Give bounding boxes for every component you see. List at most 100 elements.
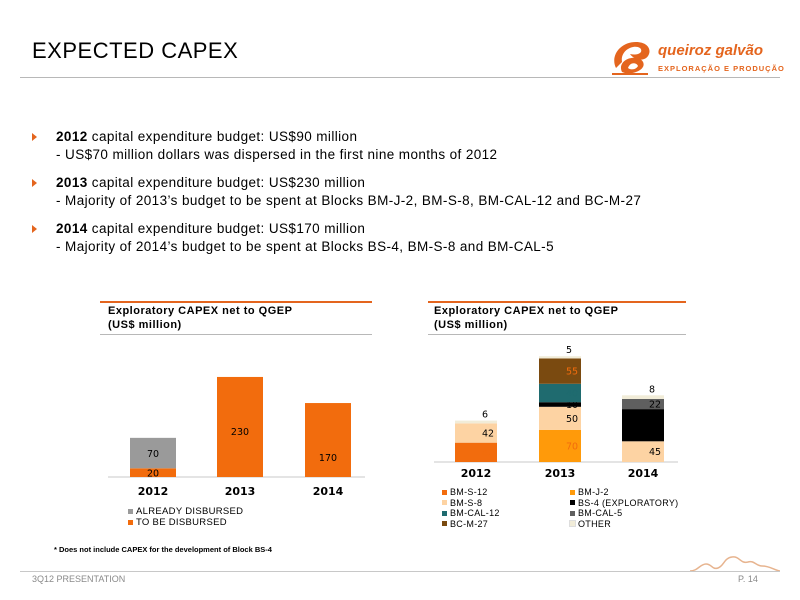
bullet-arrow-icon	[32, 133, 37, 141]
x-tick-label: 2012	[138, 485, 169, 498]
chart1-title: Exploratory CAPEX net to QGEP (US$ milli…	[108, 304, 292, 332]
legend-item: BM-J-2	[570, 487, 698, 498]
legend-item: BS-4 (EXPLORATORY)	[570, 498, 698, 509]
queiroz-galvao-logo-icon	[612, 42, 650, 75]
company-logo: queiroz galvão EXPLORAÇÃO E PRODUÇÃO	[608, 38, 784, 84]
x-tick-label: 2013	[545, 467, 576, 480]
legend-item: BM-CAL-5	[570, 508, 698, 519]
legend-label: BM-J-2	[578, 487, 609, 497]
legend-swatch	[442, 489, 447, 495]
legend-item: BC-M-27	[442, 519, 570, 530]
legend-swatch	[442, 521, 447, 527]
bullet-year: 2013	[56, 175, 88, 190]
chart1-title-line2: (US$ million)	[108, 319, 182, 331]
chart2-title-line2: (US$ million)	[434, 319, 508, 331]
chart2-title: Exploratory CAPEX net to QGEP (US$ milli…	[434, 304, 618, 332]
legend-swatch	[442, 500, 447, 506]
legend-item: BM-S-8	[442, 498, 570, 509]
legend-item: ALREADY DISBURSED	[128, 506, 243, 517]
legend-swatch	[570, 510, 575, 516]
segment-data-label: 5	[566, 345, 572, 356]
title-divider	[20, 77, 780, 78]
bullet-sub-text: - Majority of 2014’s budget to be spent …	[56, 239, 554, 254]
bar-segment-bm-cal-5-2014	[622, 398, 664, 410]
bar-segment-bs-4-exploratory--2013	[539, 402, 581, 407]
capex-chart-1: 2012 2013 2014 20 70 230 170	[108, 376, 365, 498]
chart1-legend: ALREADY DISBURSED TO BE DISBURSED	[128, 506, 243, 528]
legend-label: TO BE DISBURSED	[136, 517, 227, 528]
bar-to-be-disbursed-2014	[305, 403, 351, 477]
segment-data-label: 8	[649, 384, 655, 395]
bar-data-label: 170	[319, 453, 337, 464]
bullet-year: 2014	[56, 221, 88, 236]
legend-label: BM-S-12	[450, 487, 488, 497]
footer-wave-icon	[690, 556, 780, 572]
chart2-legend: BM-S-12 BM-J-2 BM-S-8 BS-4 (EXPLORATORY)…	[442, 487, 702, 529]
chart1-title-line1: Exploratory CAPEX net to QGEP	[108, 305, 293, 317]
legend-item: TO BE DISBURSED	[128, 517, 243, 528]
segment-data-label: 42	[482, 429, 494, 440]
bar-segment-bm-s-8-2014	[622, 441, 664, 462]
legend-label: BM-CAL-12	[450, 508, 500, 518]
bar-segment-bm-s-12-2012	[455, 442, 497, 462]
segment-data-label: 22	[649, 400, 661, 411]
segment-data-label: 70	[649, 421, 661, 432]
capex-bullet-list: 2012 capital expenditure budget: US$90 m…	[32, 128, 772, 266]
bar-data-label: 20	[147, 469, 159, 480]
bar-to-be-disbursed-2013	[217, 376, 263, 477]
x-tick-label: 2014	[628, 467, 659, 480]
bullet-2012: 2012 capital expenditure budget: US$90 m…	[32, 128, 772, 164]
chart2-bottom-rule	[428, 334, 686, 335]
segment-data-label: 40	[566, 389, 578, 400]
bar-data-label: 230	[231, 427, 249, 438]
legend-swatch	[570, 489, 575, 495]
chart2-title-line1: Exploratory CAPEX net to QGEP	[434, 305, 619, 317]
bullet-main-text: capital expenditure budget: US$90 millio…	[87, 129, 358, 144]
bullet-arrow-icon	[32, 179, 37, 187]
bullet-main-text: capital expenditure budget: US$170 milli…	[87, 221, 366, 236]
bullet-arrow-icon	[32, 225, 37, 233]
segment-data-label: 45	[649, 447, 661, 458]
legend-swatch	[570, 500, 575, 506]
bar-segment-bm-s-8-2013	[539, 406, 581, 430]
segment-data-label: 6	[482, 410, 488, 421]
legend-label: BM-CAL-5	[578, 508, 623, 518]
footer-divider	[20, 571, 780, 572]
chart1-bottom-rule	[100, 334, 372, 335]
legend-swatch	[569, 520, 576, 528]
x-tick-label: 2012	[461, 467, 492, 480]
bar-segment-bs-4-exploratory--2014	[622, 409, 664, 442]
segment-data-label: 50	[566, 414, 578, 425]
legend-label: BS-4 (EXPLORATORY)	[578, 497, 679, 508]
bullet-sub-text: - Majority of 2013’s budget to be spent …	[56, 193, 642, 208]
legend-label: OTHER	[578, 518, 611, 529]
legend-label: ALREADY DISBURSED	[136, 506, 244, 517]
bar-already-disbursed-2012	[130, 437, 176, 469]
bar-segment-bc-m-27-2013	[539, 358, 581, 384]
bullet-main-text: capital expenditure budget: US$230 milli…	[87, 175, 366, 190]
bullet-2013: 2013 capital expenditure budget: US$230 …	[32, 174, 772, 210]
bar-to-be-disbursed-2012	[130, 468, 176, 477]
logo-subtitle: EXPLORAÇÃO E PRODUÇÃO	[658, 64, 785, 73]
legend-item: OTHER	[569, 518, 698, 530]
chart1-top-rule	[100, 301, 372, 303]
chart2-top-rule	[428, 301, 686, 303]
logo-name: queiroz galvão	[658, 42, 764, 59]
bar-segment-other-2012	[455, 420, 497, 424]
footer-presentation-label: 3Q12 PRESENTATION	[32, 574, 126, 584]
footer-page-number: P. 14	[738, 574, 758, 584]
segment-data-label: 70	[566, 441, 578, 452]
legend-label: BM-S-8	[450, 497, 483, 508]
legend-label: BC-M-27	[450, 518, 489, 529]
footnote: * Does not include CAPEX for the develop…	[54, 545, 272, 554]
bar-data-label: 70	[147, 449, 159, 460]
segment-data-label: 42	[482, 448, 494, 459]
x-tick-label: 2014	[313, 485, 344, 498]
page-title: EXPECTED CAPEX	[32, 38, 239, 63]
legend-swatch	[442, 510, 447, 516]
bullet-sub-text: - US$70 million dollars was dispersed in…	[56, 147, 498, 162]
segment-data-label: 55	[566, 367, 578, 378]
bullet-2014: 2014 capital expenditure budget: US$170 …	[32, 220, 772, 256]
legend-item: BM-S-12	[442, 487, 570, 498]
